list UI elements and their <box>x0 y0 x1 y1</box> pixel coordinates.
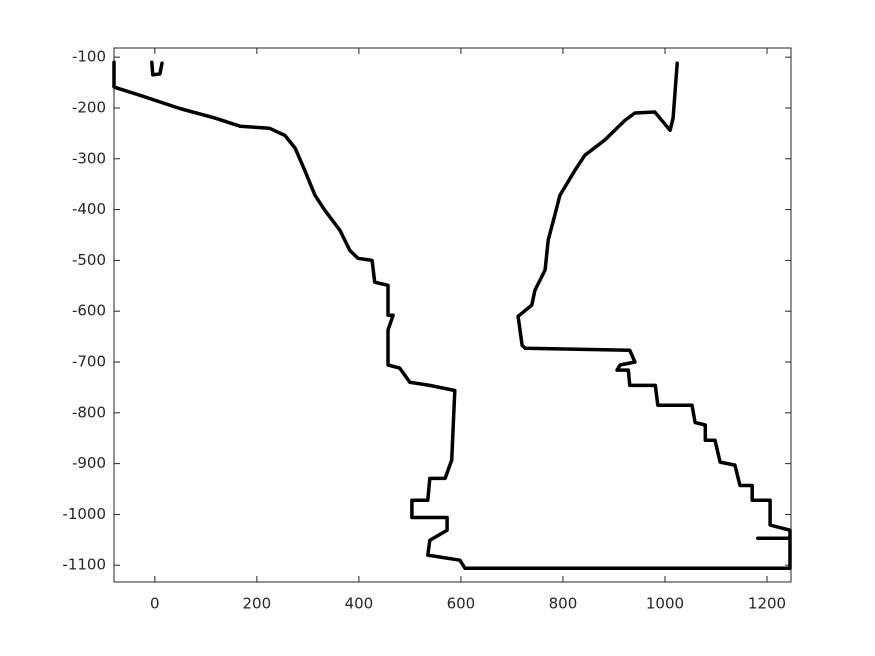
y-tick-label: -500 <box>72 251 106 269</box>
y-tick-label: -900 <box>72 454 106 472</box>
y-tick-label: -600 <box>72 302 106 320</box>
x-tick-label: 1200 <box>748 595 786 613</box>
y-tick-label: -1100 <box>62 556 106 574</box>
x-tick-label: 800 <box>549 595 578 613</box>
data-line <box>112 60 792 571</box>
x-tick-label: 200 <box>243 595 272 613</box>
x-tick-label: 1000 <box>646 595 684 613</box>
x-tick-label: 0 <box>150 595 160 613</box>
x-tick-label: 400 <box>345 595 374 613</box>
y-tick-label: -700 <box>72 352 106 370</box>
y-tick-label: -300 <box>72 149 106 167</box>
x-tick-label: 600 <box>447 595 476 613</box>
y-tick-label: -800 <box>72 403 106 421</box>
y-tick-label: -200 <box>72 98 106 116</box>
y-tick-label: -1000 <box>62 505 106 523</box>
axes-box <box>113 47 792 583</box>
y-tick-label: -100 <box>72 48 106 66</box>
y-tick-label: -400 <box>72 200 106 218</box>
